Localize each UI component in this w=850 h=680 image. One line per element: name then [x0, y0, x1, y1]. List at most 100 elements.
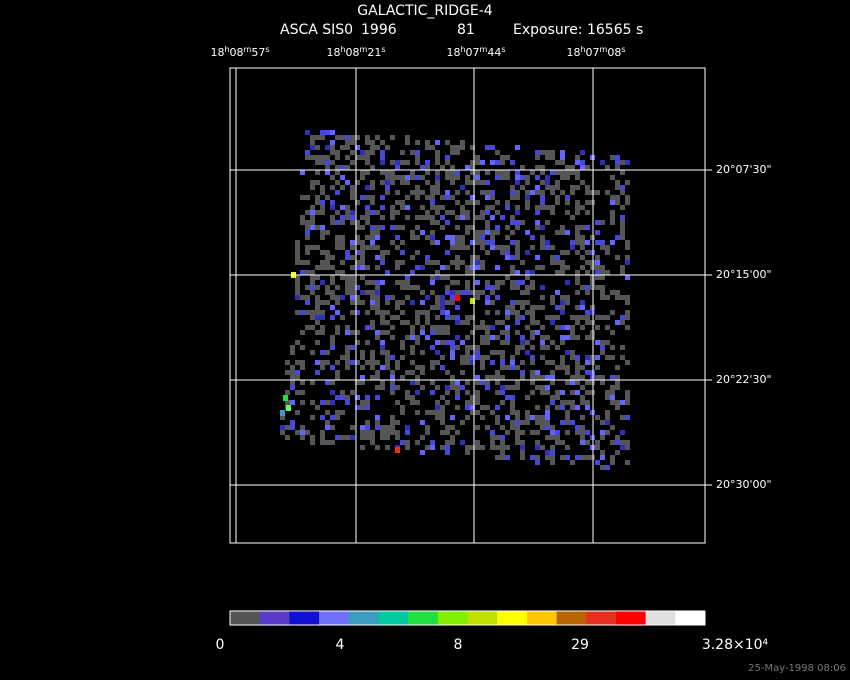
pixel [500, 360, 505, 365]
pixel [295, 410, 300, 415]
pixel [570, 460, 575, 465]
pixel [395, 365, 400, 370]
pixel [515, 170, 520, 175]
pixel [475, 355, 480, 360]
pixel [505, 325, 510, 330]
pixel [425, 215, 430, 220]
pixel [525, 290, 530, 295]
pixel [600, 420, 605, 425]
pixel [495, 160, 500, 165]
ra-unit: m [244, 45, 252, 54]
pixel [430, 380, 435, 385]
pixel [535, 375, 540, 380]
pixel [545, 425, 550, 430]
pixel [580, 395, 585, 400]
pixel [600, 340, 605, 345]
pixel [490, 160, 495, 165]
pixel [585, 390, 590, 395]
pixel [435, 340, 440, 345]
pixel [370, 230, 375, 235]
pixel [415, 335, 420, 340]
pixel [360, 195, 365, 200]
pixel [355, 250, 360, 255]
pixel [465, 165, 470, 170]
pixel [560, 360, 565, 365]
pixel [365, 395, 370, 400]
pixel [365, 430, 370, 435]
pixel [515, 350, 520, 355]
pixel [375, 145, 380, 150]
pixel [505, 385, 510, 390]
pixel [380, 385, 385, 390]
pixel [290, 375, 295, 380]
pixel [310, 440, 315, 445]
pixel [435, 300, 440, 305]
pixel [325, 425, 330, 430]
pixel [430, 215, 435, 220]
pixel [540, 170, 545, 175]
pixel [355, 135, 360, 140]
pixel [355, 340, 360, 345]
pixel [565, 300, 570, 305]
pixel [575, 370, 580, 375]
pixel [310, 215, 315, 220]
pixel [505, 200, 510, 205]
pixel [310, 220, 315, 225]
pixel [360, 355, 365, 360]
pixel [505, 335, 510, 340]
pixel [615, 180, 620, 185]
pixel [555, 270, 560, 275]
pixel [530, 345, 535, 350]
pixel [485, 330, 490, 335]
pixel [340, 220, 345, 225]
pixel [540, 445, 545, 450]
pixel [325, 145, 330, 150]
pixel [495, 435, 500, 440]
pixel [310, 310, 315, 315]
pixel [365, 310, 370, 315]
pixel [315, 405, 320, 410]
pixel [380, 425, 385, 430]
pixel [500, 455, 505, 460]
pixel [405, 445, 410, 450]
pixel [505, 315, 510, 320]
pixel [480, 180, 485, 185]
pixel [475, 295, 480, 300]
pixel [515, 320, 520, 325]
pixel [465, 245, 470, 250]
pixel [480, 190, 485, 195]
pixel [375, 360, 380, 365]
pixel [305, 130, 310, 135]
pixel [345, 325, 350, 330]
pixel [380, 195, 385, 200]
pixel [485, 380, 490, 385]
pixel [375, 425, 380, 430]
pixel [475, 175, 480, 180]
pixel [455, 255, 460, 260]
pixel [615, 195, 620, 200]
pixel [405, 275, 410, 280]
pixel [625, 160, 630, 165]
pixel [295, 430, 300, 435]
pixel [335, 310, 340, 315]
hot-pixel [286, 405, 291, 411]
pixel [505, 340, 510, 345]
pixel [540, 355, 545, 360]
pixel [550, 295, 555, 300]
pixel [605, 250, 610, 255]
pixel [525, 230, 530, 235]
pixel [355, 265, 360, 270]
colorbar-frame [229, 610, 706, 626]
pixel [540, 225, 545, 230]
pixel [465, 270, 470, 275]
pixel [330, 340, 335, 345]
pixel [320, 330, 325, 335]
pixel [550, 450, 555, 455]
pixel [485, 145, 490, 150]
pixel [325, 350, 330, 355]
pixel [585, 355, 590, 360]
pixel [520, 445, 525, 450]
pixel [550, 155, 555, 160]
pixel [285, 435, 290, 440]
pixel [490, 375, 495, 380]
